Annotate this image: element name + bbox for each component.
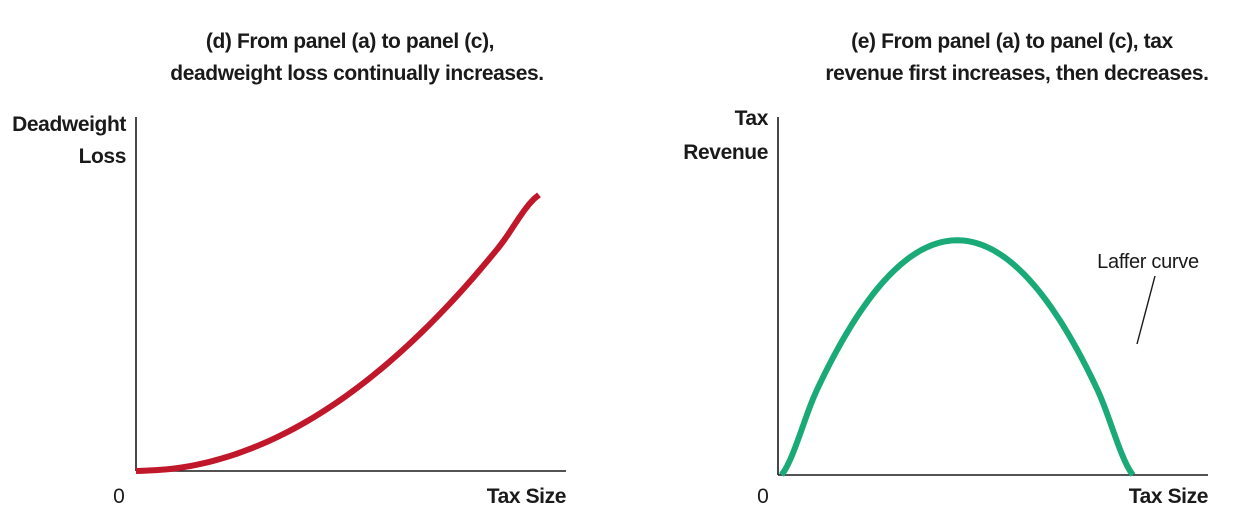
laffer-curve-annotation: Laffer curve [1097,251,1199,273]
panel-e-title-line2: revenue first increases, then decreases. [825,62,1208,85]
panel-d: (d) From panel (a) to panel (c), deadwei… [12,30,566,508]
panel-e-title-line1: (e) From panel (a) to panel (c), tax [851,30,1173,53]
panel-e-ylabel-line2: Revenue [683,141,768,164]
panel-d-title-line1: (d) From panel (a) to panel (c), [206,30,494,53]
panel-d-title-line2: deadweight loss continually increases. [170,62,543,85]
laffer-curve-leader-line [1136,275,1156,345]
panel-e: (e) From panel (a) to panel (c), tax rev… [683,30,1209,508]
panel-e-origin-label: 0 [757,485,769,508]
deadweight-loss-curve [135,192,541,474]
panel-e-ylabel-line1: Tax [735,107,769,130]
laffer-curve [779,237,1136,477]
panel-d-ylabel-line1: Deadweight [12,113,126,136]
panel-e-xlabel: Tax Size [1129,485,1208,508]
panel-d-ylabel-line2: Loss [79,145,126,168]
panel-d-xlabel: Tax Size [487,485,566,508]
panel-d-origin-label: 0 [113,485,125,508]
